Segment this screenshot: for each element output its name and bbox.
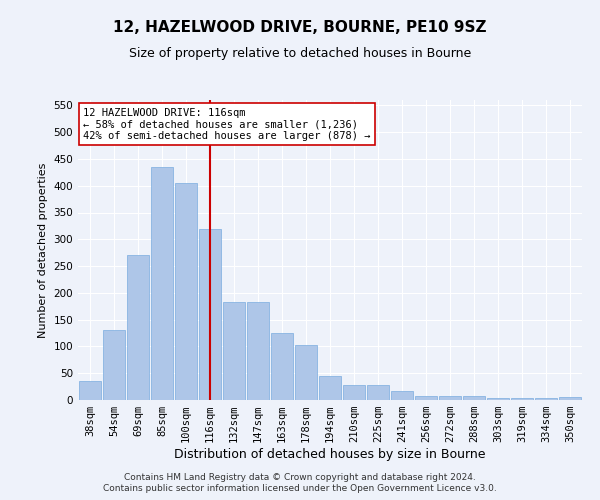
Bar <box>391 391 413 400</box>
Bar <box>535 398 557 400</box>
Bar <box>247 302 269 400</box>
Bar <box>559 397 581 400</box>
Y-axis label: Number of detached properties: Number of detached properties <box>38 162 48 338</box>
X-axis label: Distribution of detached houses by size in Bourne: Distribution of detached houses by size … <box>174 448 486 461</box>
Bar <box>511 398 533 400</box>
Bar <box>79 381 101 400</box>
Text: Contains public sector information licensed under the Open Government Licence v3: Contains public sector information licen… <box>103 484 497 493</box>
Bar <box>103 330 125 400</box>
Bar <box>367 385 389 400</box>
Bar <box>295 345 317 400</box>
Bar <box>271 333 293 400</box>
Bar <box>463 396 485 400</box>
Text: Contains HM Land Registry data © Crown copyright and database right 2024.: Contains HM Land Registry data © Crown c… <box>124 472 476 482</box>
Bar <box>487 398 509 400</box>
Text: 12, HAZELWOOD DRIVE, BOURNE, PE10 9SZ: 12, HAZELWOOD DRIVE, BOURNE, PE10 9SZ <box>113 20 487 35</box>
Text: 12 HAZELWOOD DRIVE: 116sqm
← 58% of detached houses are smaller (1,236)
42% of s: 12 HAZELWOOD DRIVE: 116sqm ← 58% of deta… <box>83 108 371 140</box>
Bar <box>127 256 149 400</box>
Bar <box>439 396 461 400</box>
Bar <box>199 228 221 400</box>
Bar <box>175 183 197 400</box>
Text: Size of property relative to detached houses in Bourne: Size of property relative to detached ho… <box>129 48 471 60</box>
Bar <box>151 167 173 400</box>
Bar <box>223 302 245 400</box>
Bar <box>343 385 365 400</box>
Bar <box>415 396 437 400</box>
Bar <box>319 376 341 400</box>
